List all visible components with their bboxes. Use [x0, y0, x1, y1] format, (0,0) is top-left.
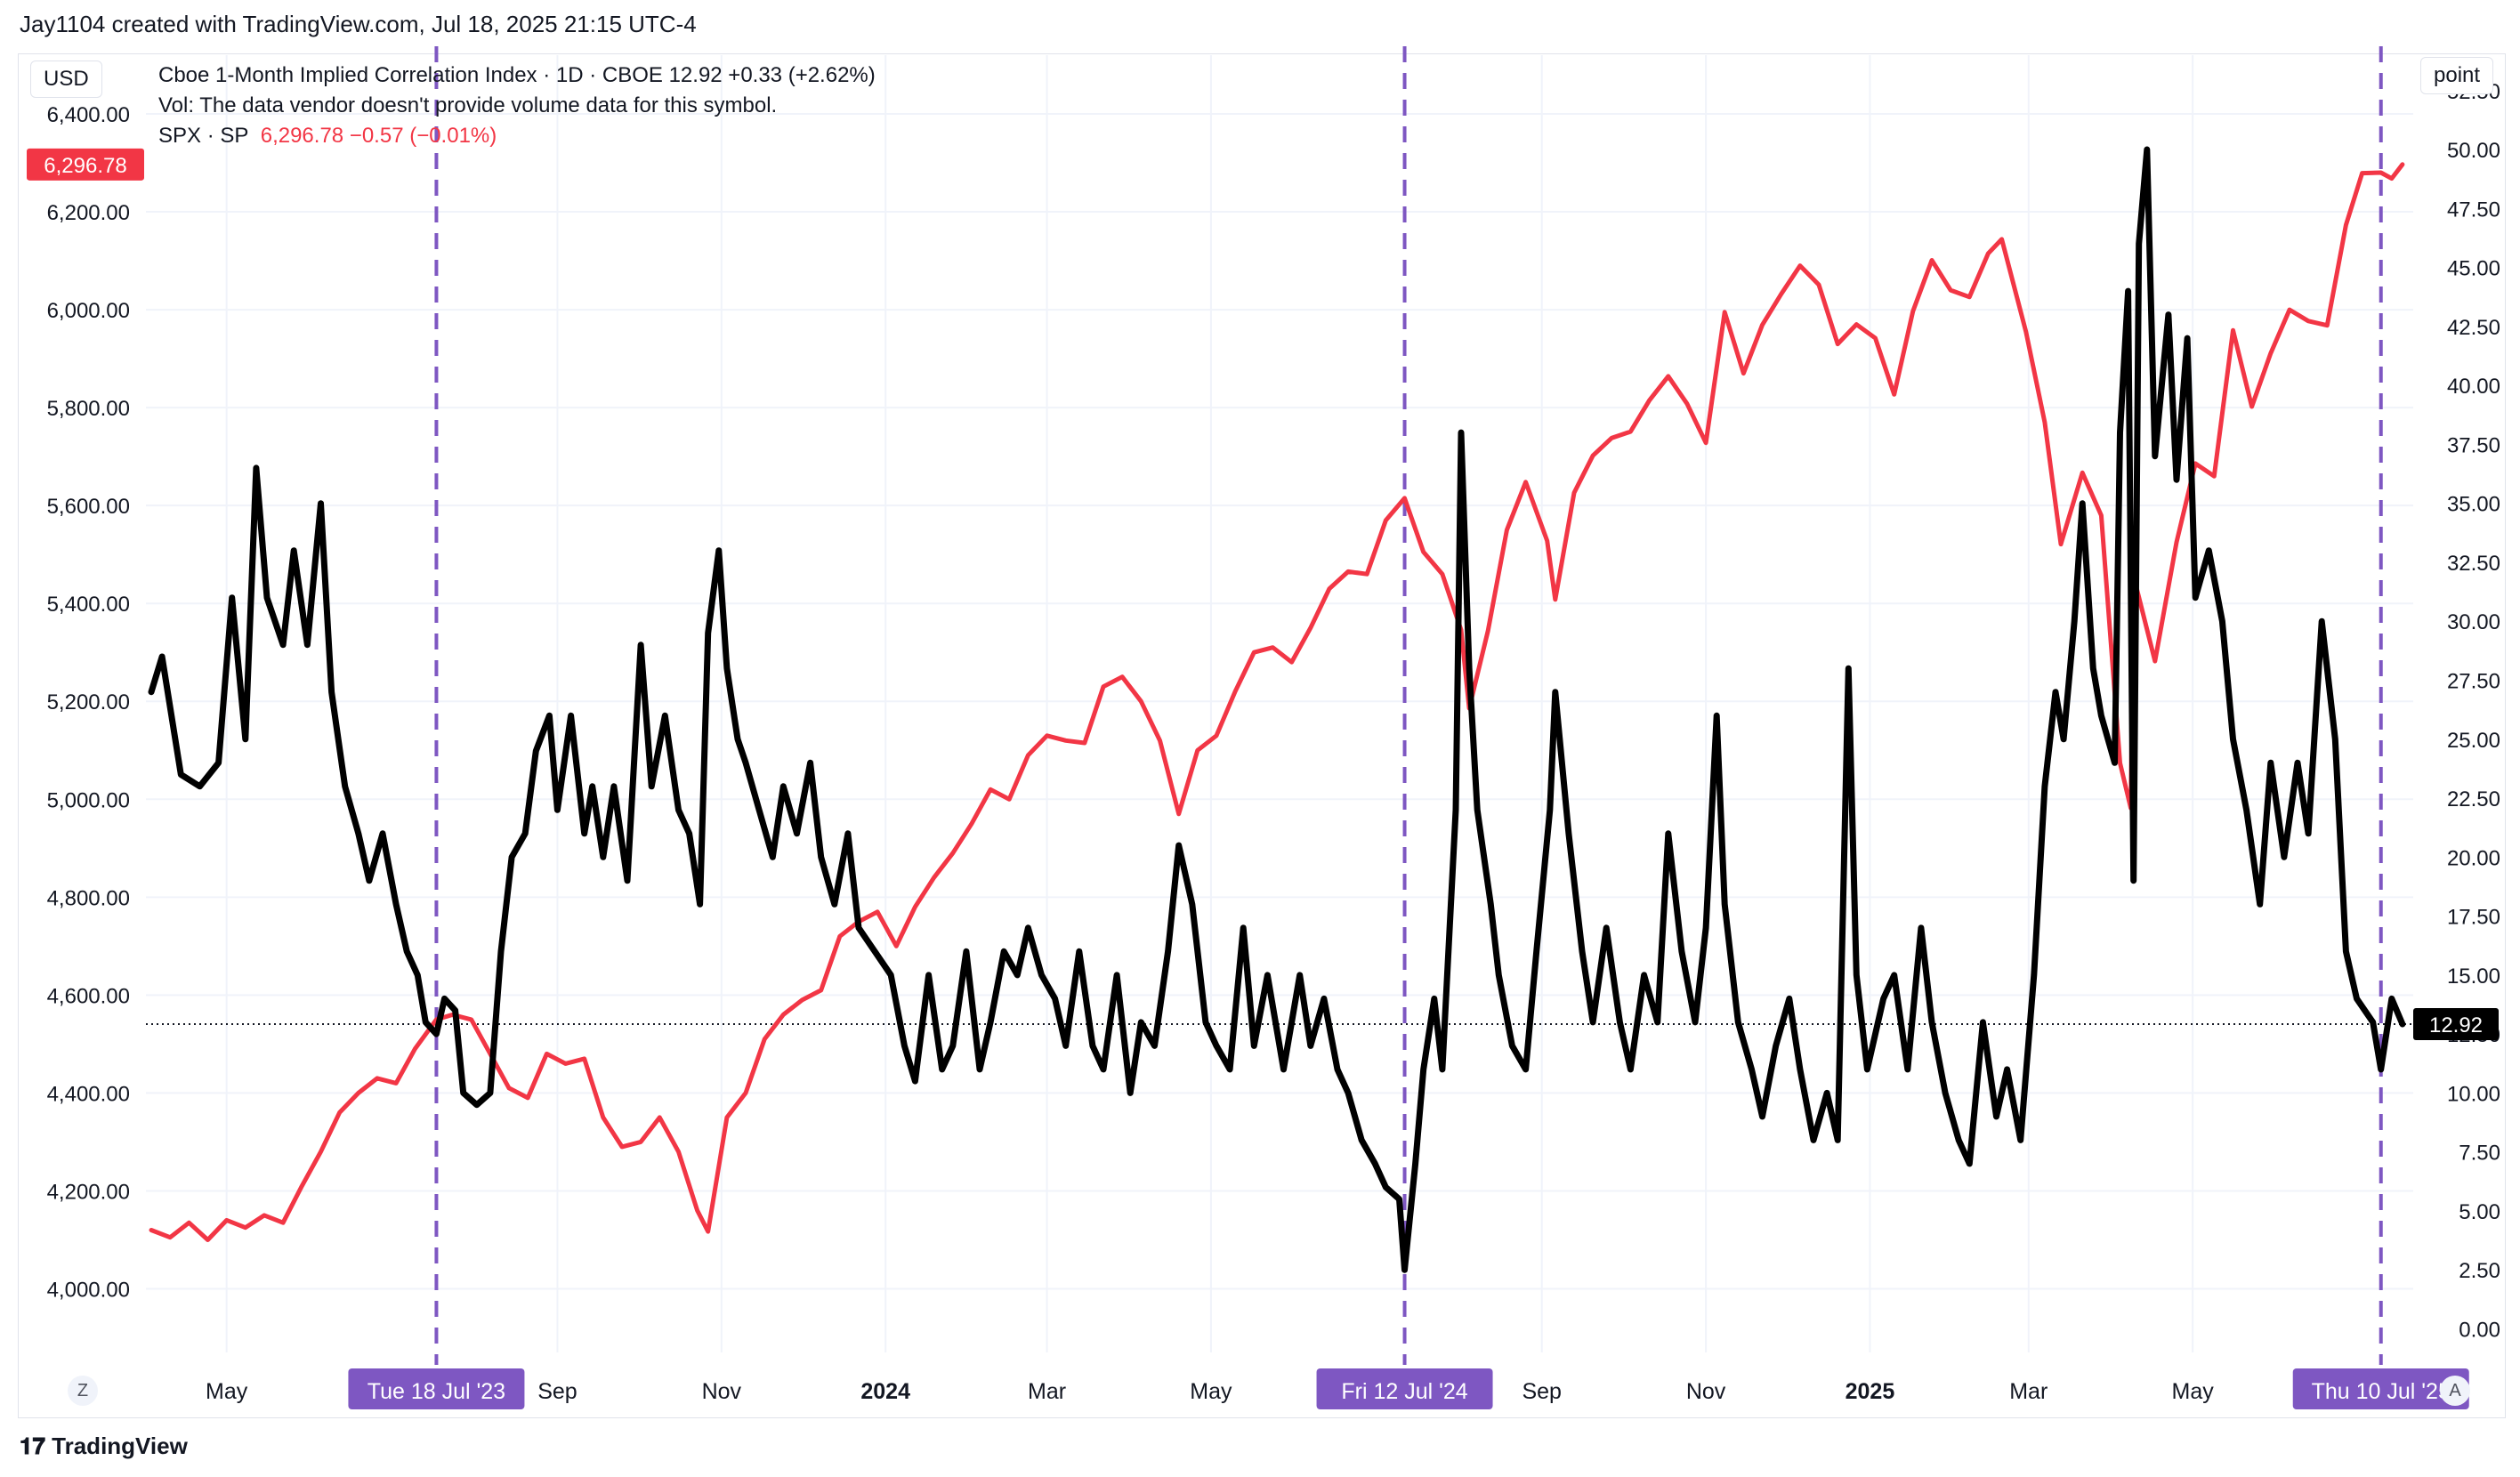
right-axis-tick-label: 20.00: [2447, 846, 2500, 870]
correlation-last-value-tag: [2413, 1007, 2499, 1040]
spx-series-line: [149, 162, 2405, 1242]
right-axis-tick-label: 37.50: [2447, 433, 2500, 457]
left-axis-tick-label: 6,400.00: [47, 103, 130, 127]
auto-scale-button[interactable]: A: [2440, 1376, 2470, 1406]
right-axis-tick-label: 40.00: [2447, 375, 2500, 399]
left-axis-tick-label: 4,600.00: [47, 984, 130, 1008]
x-axis-tick-label: Sep: [537, 1379, 577, 1404]
left-axis-tick-label: 5,200.00: [47, 690, 130, 714]
zoom-toggle-button[interactable]: Z: [68, 1376, 98, 1406]
spx-last-value-tag: [27, 148, 144, 181]
x-axis-tick-label: Sep: [1522, 1379, 1561, 1404]
x-axis-tick-label: Mar: [2009, 1379, 2048, 1404]
x-axis-tick-label: Nov: [1686, 1379, 1726, 1404]
left-axis-tick-label: 5,800.00: [47, 397, 130, 421]
right-axis-tick-label: 17.50: [2447, 906, 2500, 930]
series-lines: [148, 146, 2406, 1273]
right-axis-tick-label: 32.50: [2447, 552, 2500, 576]
legend-main-series: Cboe 1-Month Implied Correlation Index ·…: [158, 63, 876, 87]
right-axis-tick-label: 27.50: [2447, 669, 2500, 693]
x-axis-tick-label: May: [206, 1379, 248, 1404]
spx-last-value-text: 6,296.78: [44, 154, 126, 178]
legend-spx-name: SPX · SP: [158, 124, 249, 148]
date-marker-badge: [1316, 1368, 1493, 1409]
right-axis-tick-label: 42.50: [2447, 316, 2500, 340]
right-axis-tick-label: 15.00: [2447, 964, 2500, 989]
correlation-series-line: [148, 146, 2406, 1273]
right-axis-tick-label: 47.50: [2447, 198, 2500, 222]
legend-spx-values: 6,296.78 −0.57 (−0.01%): [260, 124, 497, 148]
x-axis-tick-label: May: [2172, 1379, 2215, 1404]
left-axis-tick-label: 5,000.00: [47, 788, 130, 812]
tradingview-logo-icon: 𝟏𝟕: [20, 1433, 45, 1459]
date-marker-lines: Tue 18 Jul '23 Fri 12 Jul '24 Thu 10 Jul '…: [348, 46, 2469, 1409]
right-axis-tick-label: 10.00: [2447, 1082, 2500, 1106]
right-axis-tick-label: 22.50: [2447, 787, 2500, 811]
right-axis-tick-label: 2.50: [2459, 1259, 2500, 1283]
tradingview-logo[interactable]: 𝟏𝟕 TradingView: [20, 1433, 188, 1461]
left-axis-unit[interactable]: USD: [30, 61, 102, 98]
x-axis-tick-label: Mar: [1028, 1379, 1066, 1404]
date-marker-label: Thu 10 Jul '25: [2312, 1379, 2451, 1404]
tradingview-logo-text: TradingView: [52, 1433, 188, 1459]
legend-volume-note: Vol: The data vendor doesn't provide vol…: [158, 93, 778, 117]
legend-spx-series: SPX · SP 6,296.78 −0.57 (−0.01%): [158, 121, 876, 151]
correlation-last-value-text: 12.92: [2429, 1013, 2483, 1037]
right-axis-unit[interactable]: point: [2420, 57, 2494, 94]
x-axis-tick-label: 2024: [860, 1379, 910, 1404]
left-axis-tick-label: 5,600.00: [47, 495, 130, 519]
left-axis-tick-label: 4,200.00: [47, 1180, 130, 1204]
grid-lines: [146, 55, 2413, 1352]
left-axis-tick-label: 5,400.00: [47, 593, 130, 617]
left-axis-tick-label: 6,000.00: [47, 299, 130, 323]
date-marker-badge: [348, 1368, 525, 1409]
right-axis-tick-label: 5.00: [2459, 1200, 2500, 1224]
right-axis-tick-label: 45.00: [2447, 257, 2500, 281]
left-axis-tick-label: 4,400.00: [47, 1082, 130, 1106]
chart-frame: [18, 53, 2506, 1418]
date-marker-badge: [2292, 1368, 2469, 1409]
right-axis-tick-label: 50.00: [2447, 139, 2500, 163]
right-axis-tick-label: 35.00: [2447, 493, 2500, 517]
left-axis-tick-label: 6,200.00: [47, 201, 130, 225]
left-axis-tick-label: 4,000.00: [47, 1278, 130, 1302]
x-axis-tick-label: May: [1190, 1379, 1232, 1404]
right-axis-tick-label: 25.00: [2447, 729, 2500, 753]
date-marker-label: Tue 18 Jul '23: [368, 1379, 505, 1404]
right-axis-tick-label: 0.00: [2459, 1318, 2500, 1342]
axis-labels: 4,000.00 4,200.00 4,400.00 4,600.00 4,800.00…: [27, 80, 2500, 1404]
left-axis-tick-label: 4,800.00: [47, 886, 130, 910]
x-axis-tick-label: 2025: [1846, 1379, 1895, 1404]
right-axis-tick-label: 30.00: [2447, 610, 2500, 634]
chart-credit: Jay1104 created with TradingView.com, Ju…: [20, 11, 697, 37]
right-axis-tick-label: 7.50: [2459, 1142, 2500, 1166]
x-axis-tick-label: Nov: [702, 1379, 742, 1404]
chart-legend: Cboe 1-Month Implied Correlation Index ·…: [158, 61, 876, 151]
date-marker-label: Fri 12 Jul '24: [1341, 1379, 1467, 1404]
